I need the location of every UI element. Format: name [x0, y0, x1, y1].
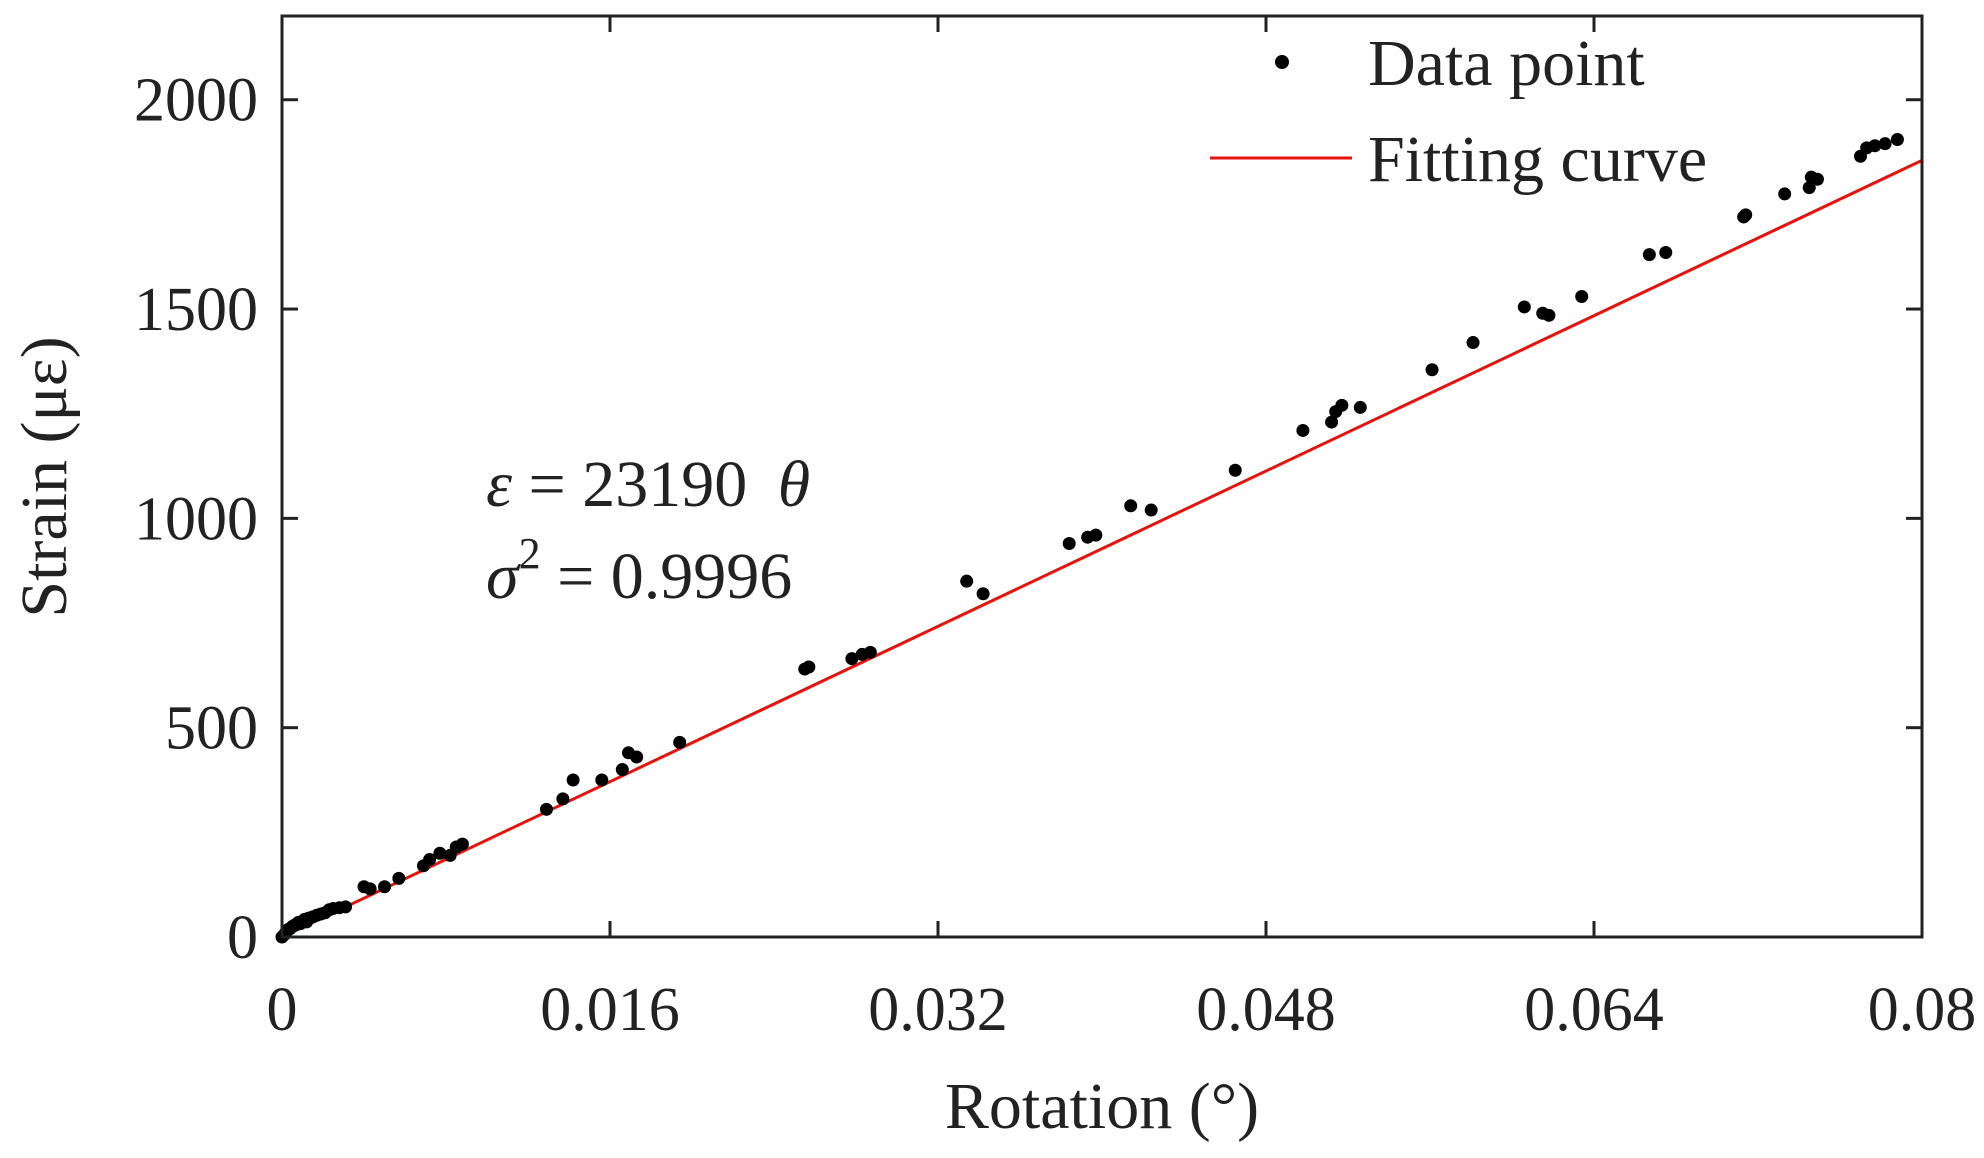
data-point-57 — [1353, 400, 1367, 414]
data-point-25 — [392, 871, 406, 885]
data-point-75 — [1878, 137, 1892, 151]
data-point-58 — [1425, 363, 1439, 377]
data-point-32 — [539, 802, 553, 816]
data-point-74 — [1868, 139, 1882, 153]
data-point-21 — [339, 900, 353, 914]
data-point-50 — [1124, 499, 1138, 513]
data-point-24 — [378, 880, 391, 894]
y-axis-label: Strain (με) — [8, 336, 81, 617]
fit-r-squared-lhs: σ — [486, 540, 521, 613]
data-point-51 — [1144, 503, 1158, 517]
data-point-31 — [455, 837, 469, 851]
data-point-69 — [1802, 181, 1816, 195]
data-point-56 — [1335, 398, 1349, 412]
x-tick-labels: 0 0.016 0.032 0.048 0.064 0.08 — [267, 976, 1977, 1044]
data-point-49 — [1089, 528, 1103, 542]
fit-equation-value: = 23190 — [512, 448, 764, 521]
fitting-curve-line — [281, 158, 1923, 939]
data-point-46 — [976, 587, 990, 601]
x-tick-label-1: 0.016 — [540, 976, 680, 1044]
y-tick-label-0: 0 — [227, 904, 258, 972]
data-point-33 — [556, 792, 570, 806]
x-tick-label-2: 0.032 — [868, 976, 1008, 1044]
fit-layer — [281, 158, 1923, 939]
data-point-76 — [1890, 132, 1904, 146]
data-point-54 — [1325, 415, 1339, 429]
fit-equation-lhs: ε — [486, 448, 512, 521]
data-point-44 — [863, 645, 877, 659]
data-point-38 — [630, 750, 644, 764]
data-point-53 — [1296, 423, 1310, 437]
y-tick-label-3: 1500 — [134, 276, 258, 344]
data-point-28 — [433, 846, 447, 860]
data-point-59 — [1466, 336, 1480, 350]
data-point-35 — [595, 773, 609, 787]
legend-label-fitting-curve: Fitting curve — [1368, 123, 1707, 196]
data-point-36 — [615, 763, 629, 777]
fit-r-squared-value: = 0.9996 — [541, 540, 793, 613]
legend: Data point Fitting curve — [1210, 27, 1707, 196]
fit-equation: ε = 23190 θ — [486, 448, 810, 521]
data-point-42 — [845, 652, 859, 666]
y-tick-labels: 0 500 1000 1500 2000 — [134, 67, 258, 972]
x-tick-label-0: 0 — [267, 976, 298, 1044]
data-point-60 — [1517, 300, 1531, 314]
data-point-23 — [363, 882, 377, 896]
data-point-47 — [1062, 536, 1076, 550]
legend-marker-data-point — [1275, 55, 1289, 69]
y-tick-label-2: 1000 — [134, 485, 258, 553]
fit-r-squared: σ2 = 0.9996 — [486, 529, 792, 613]
y-tick-label-4: 2000 — [134, 67, 258, 135]
data-point-27 — [423, 853, 437, 867]
data-point-68 — [1778, 187, 1792, 201]
x-axis-label: Rotation (°) — [945, 1070, 1259, 1143]
x-tick-label-4: 0.064 — [1524, 976, 1664, 1044]
fit-r-squared-exponent: 2 — [519, 529, 541, 578]
data-point-52 — [1228, 463, 1242, 477]
y-tick-label-1: 500 — [165, 695, 258, 763]
data-point-39 — [673, 735, 687, 749]
data-point-65 — [1659, 246, 1673, 260]
data-point-62 — [1542, 308, 1556, 322]
data-point-34 — [566, 773, 580, 787]
plot-frame — [280, 14, 1924, 939]
data-point-67 — [1739, 208, 1753, 222]
x-tick-label-3: 0.048 — [1196, 976, 1336, 1044]
data-points-layer — [275, 132, 1904, 944]
data-point-45 — [960, 574, 974, 588]
ticks-layer — [280, 16, 1924, 939]
legend-label-data-point: Data point — [1368, 27, 1645, 100]
data-point-41 — [802, 660, 816, 674]
data-point-71 — [1810, 172, 1824, 186]
fit-equation-var: θ — [778, 448, 810, 521]
data-point-64 — [1642, 248, 1656, 262]
data-point-63 — [1575, 289, 1589, 303]
x-tick-label-5: 0.08 — [1868, 976, 1977, 1044]
